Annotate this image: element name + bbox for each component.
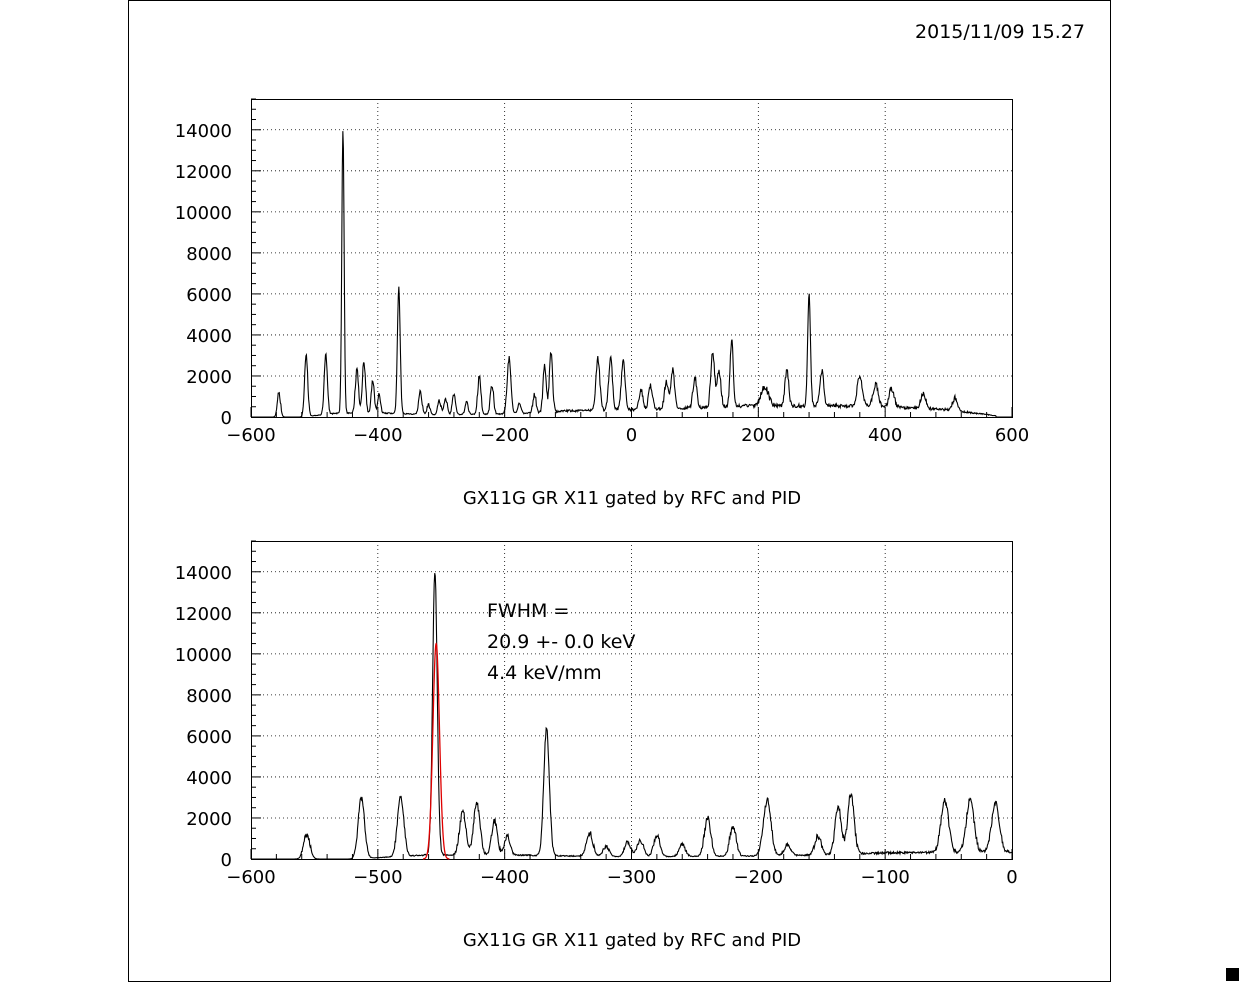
fit-annotation-line: 4.4 keV/mm: [487, 662, 602, 684]
x-tick-label: −100: [860, 867, 909, 888]
chart-title: GX11G GR X11 gated by RFC and PID: [463, 930, 801, 951]
y-tick-label: 0: [221, 408, 232, 429]
y-tick-label: 12000: [175, 162, 232, 183]
y-tick-label: 14000: [175, 121, 232, 142]
y-tick-label: 8000: [186, 686, 232, 707]
y-tick-label: 4000: [186, 768, 232, 789]
chart-title: GX11G GR X11 gated by RFC and PID: [463, 488, 801, 509]
timestamp: 2015/11/09 15.27: [915, 21, 1085, 43]
x-tick-label: −600: [226, 425, 275, 446]
y-tick-label: 0: [221, 850, 232, 871]
plot-frame: [251, 541, 1013, 860]
y-tick-label: 6000: [186, 727, 232, 748]
y-tick-label: 6000: [186, 285, 232, 306]
y-tick-label: 2000: [186, 367, 232, 388]
x-tick-label: 200: [741, 425, 775, 446]
y-tick-label: 14000: [175, 563, 232, 584]
x-tick-label: −400: [480, 867, 529, 888]
x-tick-label: −200: [734, 867, 783, 888]
page-frame: [128, 0, 1111, 982]
fit-annotation-line: 20.9 +- 0.0 keV: [487, 631, 635, 653]
x-tick-label: −300: [607, 867, 656, 888]
y-tick-label: 12000: [175, 604, 232, 625]
histogram-series: [251, 573, 1012, 860]
gaussian-fit: [422, 642, 450, 860]
fit-annotation-line: FWHM =: [487, 600, 569, 622]
x-tick-label: −400: [353, 425, 402, 446]
y-tick-label: 8000: [186, 244, 232, 265]
plot-frame: [251, 99, 1013, 418]
x-tick-label: 400: [868, 425, 902, 446]
x-tick-label: −200: [480, 425, 529, 446]
y-tick-label: 10000: [175, 645, 232, 666]
chart-top-spectrum: −600 −400 −200 0 200 400 600020004000600080001…: [175, 98, 1029, 509]
y-tick-label: 2000: [186, 809, 232, 830]
x-tick-label: −600: [226, 867, 275, 888]
y-tick-label: 4000: [186, 326, 232, 347]
corner-square-marker: [1226, 968, 1239, 981]
x-tick-label: 0: [1006, 867, 1017, 888]
histogram-series: [251, 131, 1012, 418]
chart-bottom-spectrum-fit: −600 −500 −400 −300 −200 −100 0 0 2000 4000 6000 80…: [175, 540, 1018, 951]
x-tick-label: −500: [353, 867, 402, 888]
y-tick-label: 10000: [175, 203, 232, 224]
x-tick-label: 600: [995, 425, 1029, 446]
x-tick-label: 0: [626, 425, 637, 446]
